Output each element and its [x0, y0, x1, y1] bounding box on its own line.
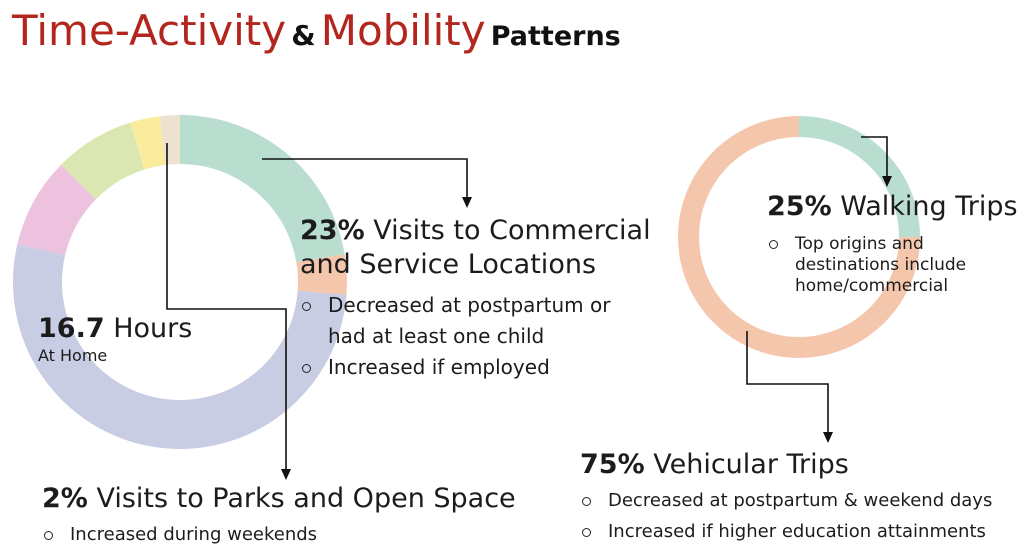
- trips-donut: [678, 116, 920, 358]
- commercial-heading: 23% Visits to Commercial and Service Loc…: [300, 214, 651, 282]
- vehicular-bullets: Decreased at postpartum & weekend days I…: [580, 485, 992, 547]
- donut-slice-commercial: [180, 115, 345, 263]
- parks-label: Visits to Parks and Open Space: [96, 483, 516, 514]
- connector-arrows: [166, 136, 888, 470]
- arrowhead-commercial: [462, 197, 472, 208]
- home-hours-value: 16.7: [38, 313, 105, 344]
- commercial-line2: and Service Locations: [300, 249, 597, 280]
- vehicular-heading: 75% Vehicular Trips: [580, 448, 849, 482]
- arrowhead-walking: [882, 176, 892, 187]
- donut-slice-home: [13, 244, 347, 449]
- arrowhead-vehicular: [823, 432, 833, 443]
- arrowhead-parks: [281, 469, 291, 480]
- page-title: Time-Activity & Mobility Patterns: [12, 6, 621, 55]
- title-part2: Mobility: [320, 6, 486, 55]
- parks-pct: 2%: [42, 483, 88, 514]
- donut-slice-green: [61, 122, 145, 200]
- walking-bullet-1: Top origins and destinations include hom…: [767, 234, 992, 297]
- commercial-bullet-2: Increased if employed: [300, 352, 630, 383]
- walking-connector: [861, 136, 888, 177]
- donut-slice-yellow: [129, 116, 166, 170]
- title-part3: Patterns: [490, 21, 621, 52]
- vehicular-connector: [746, 331, 829, 433]
- walking-pct: 25%: [767, 191, 832, 222]
- title-part1: Time-Activity: [12, 6, 287, 55]
- walking-bullets: Top origins and destinations include hom…: [767, 234, 992, 297]
- donut-slice-walking: [799, 116, 920, 237]
- commercial-pct: 23%: [300, 215, 365, 246]
- parks-heading: 2% Visits to Parks and Open Space: [42, 482, 516, 516]
- donut-slice-orange: [296, 254, 347, 295]
- vehicular-pct: 75%: [580, 449, 645, 480]
- home-hours-block: 16.7 Hours At Home: [38, 312, 192, 366]
- donut-slice-beige: [159, 115, 180, 165]
- commercial-connector: [262, 158, 468, 198]
- walking-heading: 25% Walking Trips: [767, 190, 1018, 224]
- commercial-bullet-1: Decreased at postpartum or had at least …: [300, 290, 630, 352]
- arrowheads: [281, 176, 892, 480]
- vehicular-bullet-2: Increased if higher education attainment…: [580, 516, 992, 547]
- donut-slice-pink: [17, 164, 96, 256]
- vehicular-bullet-1: Decreased at postpartum & weekend days: [580, 485, 992, 516]
- title-amp: &: [291, 19, 316, 52]
- home-hours-label: At Home: [38, 346, 108, 365]
- commercial-bullets: Decreased at postpartum or had at least …: [300, 290, 630, 383]
- parks-connector: [166, 143, 287, 470]
- walking-label: Walking Trips: [840, 191, 1018, 222]
- activity-donut: [13, 115, 347, 449]
- commercial-line1: Visits to Commercial: [373, 215, 651, 246]
- parks-bullets: Increased during weekends: [42, 519, 317, 550]
- vehicular-label: Vehicular Trips: [653, 449, 849, 480]
- home-hours-unit: Hours: [113, 313, 193, 344]
- parks-bullet-1: Increased during weekends: [42, 519, 317, 550]
